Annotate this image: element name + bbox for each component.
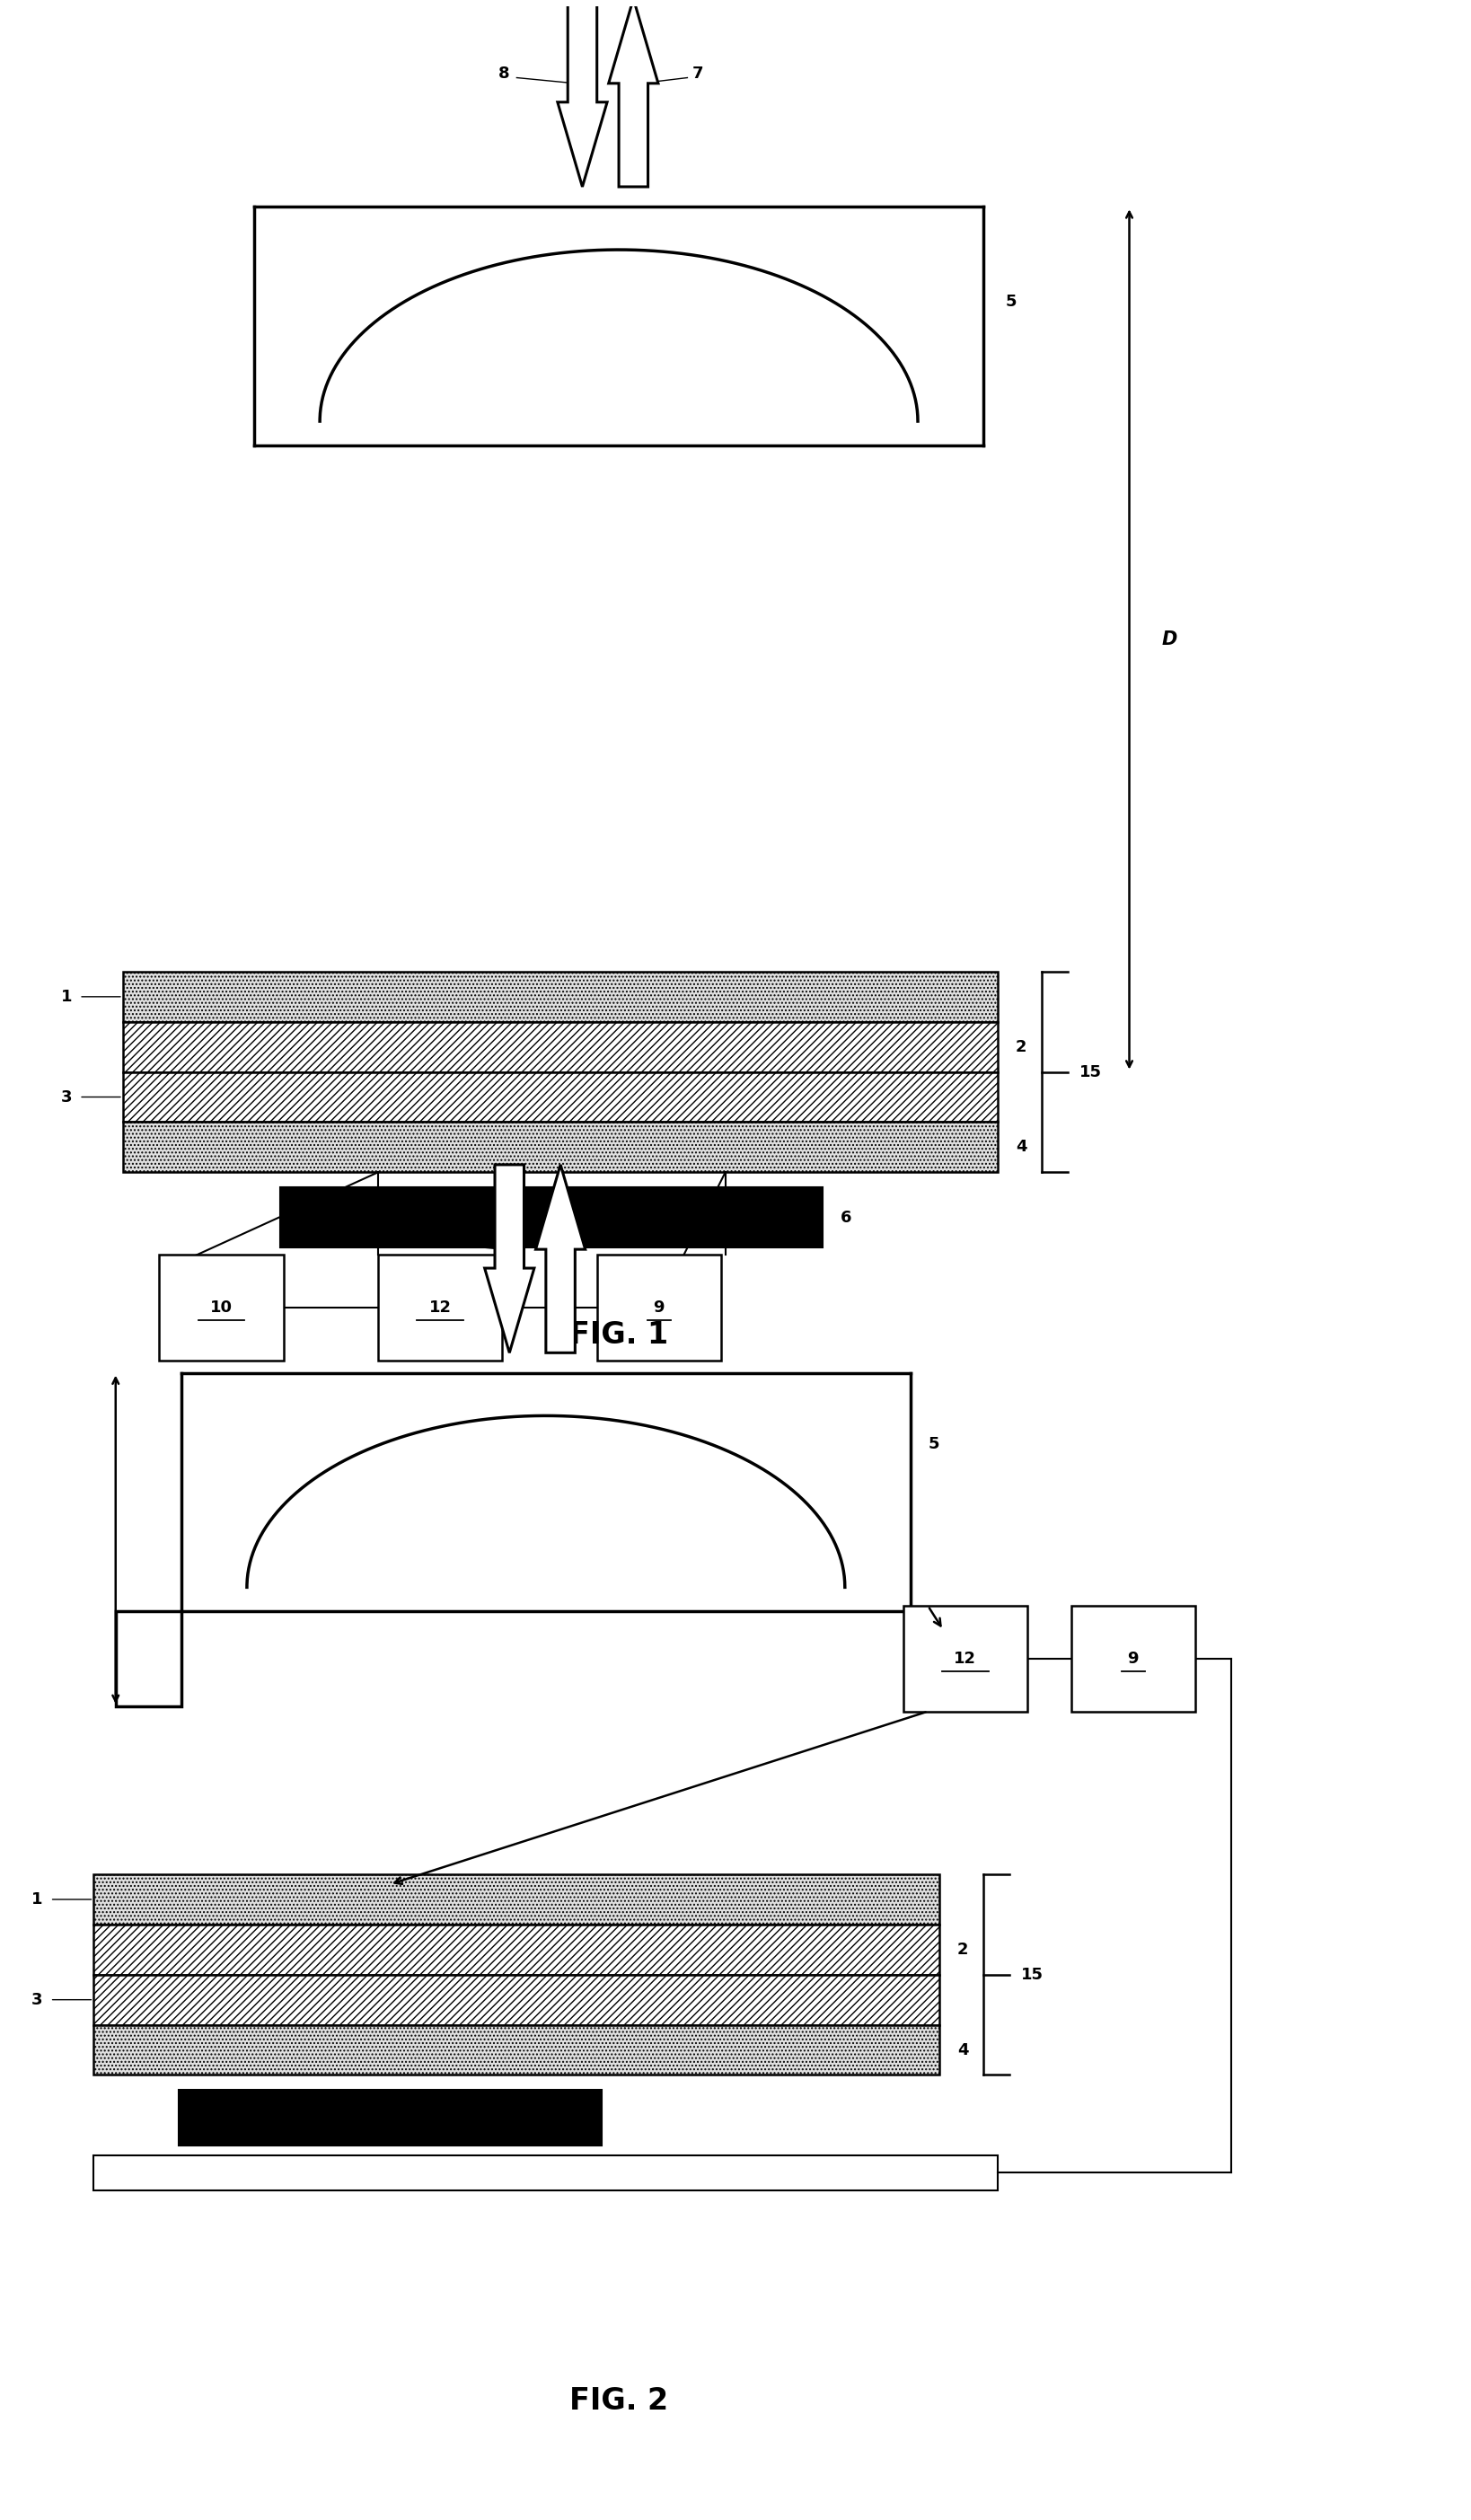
Bar [94,1925,940,1976]
Text: D: D [1162,630,1177,648]
Bar [378,1255,502,1361]
Text: 2: 2 [958,1940,968,1958]
Text: 8: 8 [499,66,509,83]
Text: FIG. 1: FIG. 1 [569,1320,668,1351]
Bar [159,1255,284,1361]
Text: 7: 7 [619,1232,630,1247]
Text: 15: 15 [1080,1063,1102,1081]
Bar [124,1021,997,1071]
Text: 3: 3 [60,1089,72,1106]
Text: 2: 2 [1015,1038,1027,1056]
Polygon shape [484,1164,534,1353]
Bar [94,2155,997,2190]
Text: 12: 12 [955,1651,977,1666]
Bar [903,1605,1027,1711]
Text: 6: 6 [463,2109,474,2127]
Polygon shape [558,0,608,186]
Text: 11: 11 [991,1651,1014,1666]
Text: 10: 10 [210,1300,232,1315]
Text: 9: 9 [653,1300,665,1315]
Text: 1: 1 [31,1893,43,1908]
Text: 8: 8 [425,1232,437,1247]
Bar [911,1610,977,1706]
Polygon shape [609,0,658,186]
Bar [116,1610,181,1706]
Text: 6: 6 [840,1210,852,1225]
Text: 9: 9 [1127,1651,1139,1666]
Text: 12: 12 [430,1300,452,1315]
Bar [124,973,997,1021]
Text: 4: 4 [958,2041,968,2059]
Bar [281,1187,822,1247]
Bar [94,1976,940,2024]
Bar [124,1071,997,1121]
Text: 4: 4 [1015,1139,1027,1154]
Text: 5: 5 [1005,295,1016,310]
Text: 5: 5 [928,1436,940,1452]
Bar [178,2089,602,2145]
Polygon shape [535,1164,585,1353]
Text: FIG. 2: FIG. 2 [569,2386,668,2417]
Bar [597,1255,721,1361]
Bar [124,1121,997,1172]
Bar [94,2024,940,2074]
Bar [94,1875,940,1925]
Text: 3: 3 [31,1991,43,2008]
Text: 7: 7 [691,66,703,83]
Text: 15: 15 [1021,1966,1044,1983]
Text: 1: 1 [60,988,72,1005]
Bar [1071,1605,1194,1711]
